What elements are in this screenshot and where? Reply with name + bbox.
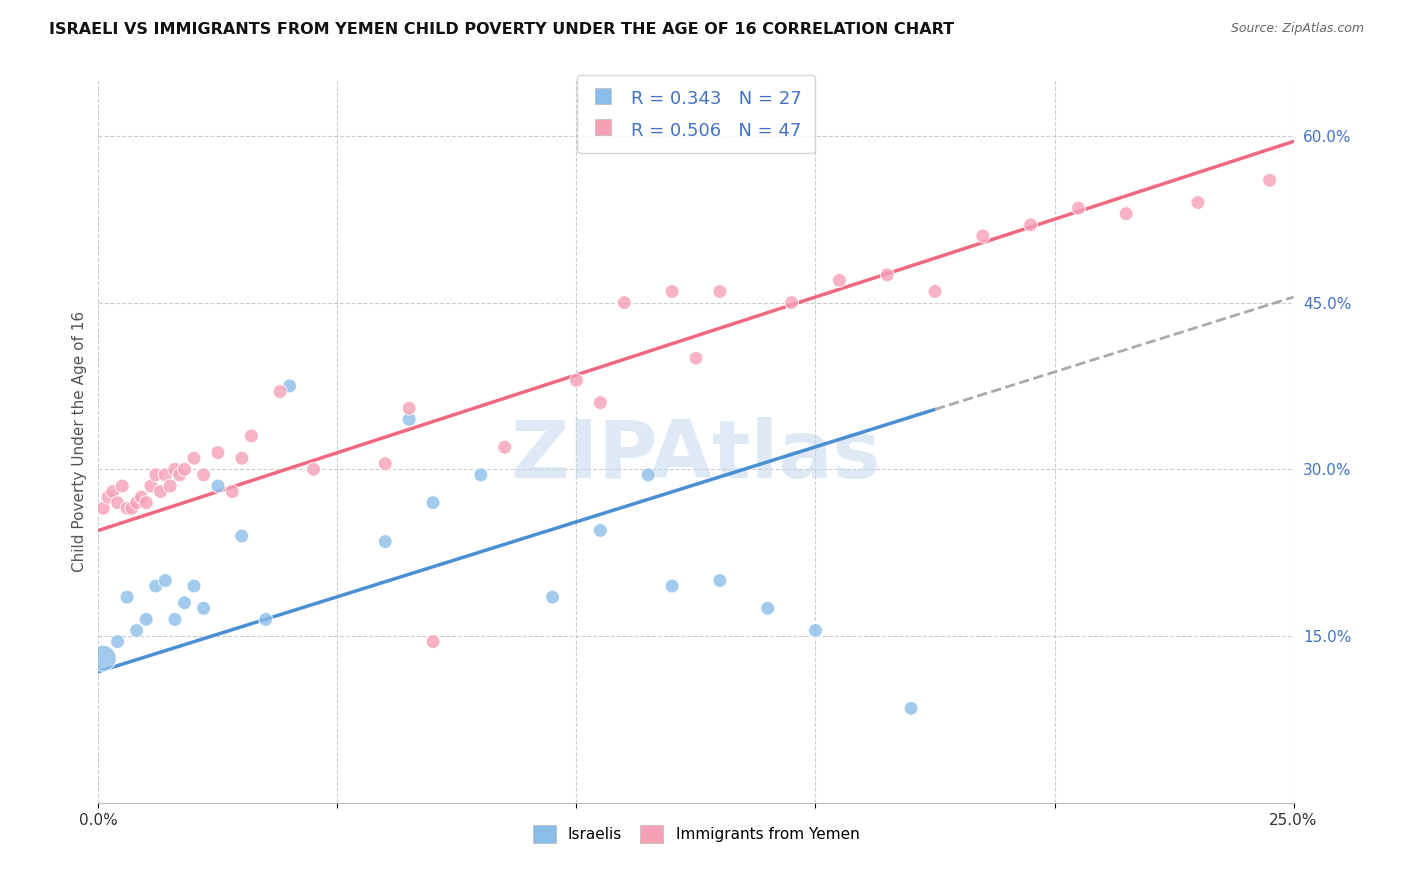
Point (374, 457, 396, 471)
Point (302, 462, 325, 476)
Point (924, 285, 946, 299)
Point (173, 596, 195, 610)
Point (91, 501, 114, 516)
Point (470, 467, 492, 482)
Point (159, 479, 181, 493)
Text: Source: ZipAtlas.com: Source: ZipAtlas.com (1230, 22, 1364, 36)
Text: ISRAELI VS IMMIGRANTS FROM YEMEN CHILD POVERTY UNDER THE AGE OF 16 CORRELATION C: ISRAELI VS IMMIGRANTS FROM YEMEN CHILD P… (49, 22, 955, 37)
Point (131, 490, 153, 504)
Point (685, 351, 707, 366)
Point (1258, 173, 1281, 187)
Point (828, 273, 851, 287)
Text: ZIPAtlas: ZIPAtlas (510, 417, 882, 495)
Point (231, 529, 253, 543)
Point (1187, 195, 1209, 210)
Point (565, 373, 588, 387)
Point (111, 479, 134, 493)
Point (135, 612, 157, 626)
Point (398, 412, 420, 426)
Point (494, 440, 516, 454)
Point (613, 295, 636, 310)
Point (589, 524, 612, 538)
Point (589, 395, 612, 409)
Point (240, 429, 263, 443)
Point (121, 501, 143, 516)
Point (900, 701, 922, 715)
Point (221, 484, 243, 499)
Point (661, 285, 683, 299)
Point (1019, 218, 1042, 232)
Point (125, 624, 148, 638)
Point (374, 534, 396, 549)
Point (155, 467, 177, 482)
Point (91, 651, 114, 665)
Point (149, 484, 172, 499)
Point (97, 490, 120, 504)
Point (193, 601, 215, 615)
Point (183, 579, 205, 593)
Point (709, 285, 731, 299)
Point (163, 612, 186, 626)
Point (107, 496, 129, 510)
Point (661, 579, 683, 593)
Point (163, 462, 186, 476)
Point (135, 496, 157, 510)
Point (145, 579, 167, 593)
Point (183, 451, 205, 466)
Point (254, 612, 277, 626)
Point (876, 268, 898, 282)
Point (278, 379, 301, 393)
Point (173, 462, 195, 476)
Point (972, 228, 994, 243)
Point (422, 634, 444, 648)
Point (398, 401, 420, 416)
Point (269, 384, 291, 399)
Point (541, 590, 564, 604)
Y-axis label: Child Poverty Under the Age of 16: Child Poverty Under the Age of 16 (72, 311, 87, 572)
Point (780, 295, 803, 310)
Point (756, 601, 779, 615)
Point (709, 574, 731, 588)
Point (115, 501, 138, 516)
Point (145, 467, 167, 482)
Point (207, 445, 229, 459)
Legend: Israelis, Immigrants from Yemen: Israelis, Immigrants from Yemen (527, 819, 865, 849)
Point (1067, 201, 1090, 215)
Point (125, 496, 148, 510)
Point (422, 496, 444, 510)
Point (231, 451, 253, 466)
Point (155, 574, 177, 588)
Point (101, 484, 124, 499)
Point (193, 467, 215, 482)
Point (169, 467, 191, 482)
Point (1115, 207, 1137, 221)
Point (115, 590, 138, 604)
Point (107, 634, 129, 648)
Point (207, 479, 229, 493)
Point (804, 624, 827, 638)
Point (637, 467, 659, 482)
Point (1306, 135, 1329, 149)
Point (139, 479, 162, 493)
